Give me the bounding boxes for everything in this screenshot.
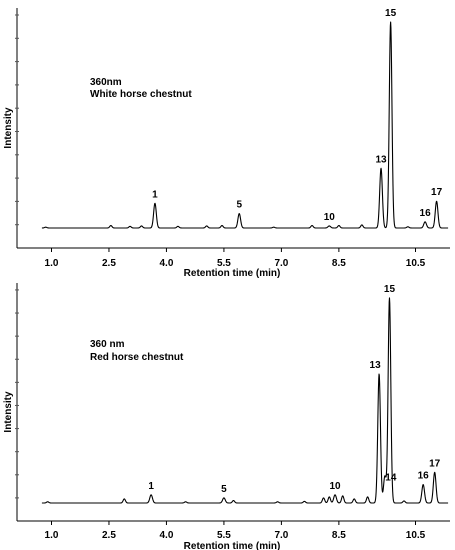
chromatogram-panel-red: 1.0 2.5 4.0 5.5 7.0 8.5 10.5 1 5 10 13 1… <box>3 283 450 550</box>
x-tick-label: 5.5 <box>217 258 231 269</box>
y-axis-label: Intensity <box>3 391 14 433</box>
peak-label: 10 <box>324 212 336 223</box>
wavelength-annotation: 360nm <box>90 77 122 88</box>
peak-label: 13 <box>370 360 382 371</box>
peak-label: 16 <box>420 208 432 219</box>
peak-label: 1 <box>152 189 158 200</box>
peak-label: 15 <box>384 284 396 295</box>
peak-label: 17 <box>429 458 441 469</box>
x-tick-marks <box>50 521 417 525</box>
x-tick-label: 2.5 <box>102 530 116 541</box>
peak-labels: 1 5 10 13 15 16 17 <box>152 8 442 223</box>
x-tick-label: 10.5 <box>406 530 426 541</box>
x-axis-label: Retention time (min) <box>184 268 281 279</box>
peak-label: 14 <box>385 472 397 483</box>
x-tick-label: 10.5 <box>406 258 426 269</box>
peak-label: 17 <box>431 187 443 198</box>
chromatogram-trace <box>41 297 449 504</box>
peak-label: 13 <box>375 154 387 165</box>
peak-label: 1 <box>148 481 154 492</box>
x-tick-label: 4.0 <box>159 530 173 541</box>
chromatogram-trace <box>41 21 449 229</box>
x-tick-labels: 1.0 2.5 4.0 5.5 7.0 8.5 10.5 <box>45 530 426 541</box>
x-tick-label: 1.0 <box>45 530 59 541</box>
x-tick-label: 8.5 <box>332 530 346 541</box>
x-tick-label: 5.5 <box>217 530 231 541</box>
x-tick-labels: 1.0 2.5 4.0 5.5 7.0 8.5 10.5 <box>45 258 426 269</box>
x-tick-marks <box>50 248 417 252</box>
peak-label: 16 <box>418 471 430 482</box>
y-tick-marks <box>15 14 19 226</box>
peak-labels: 1 5 10 13 14 15 16 17 <box>148 284 440 495</box>
x-tick-label: 4.0 <box>159 258 173 269</box>
chromatogram-panel-white: 1.0 2.5 4.0 5.5 7.0 8.5 10.5 1 5 10 13 1… <box>3 8 450 279</box>
x-tick-label: 8.5 <box>332 258 346 269</box>
x-tick-label: 7.0 <box>274 530 288 541</box>
sample-annotation: White horse chestnut <box>90 89 192 100</box>
x-axis-label: Retention time (min) <box>184 541 281 550</box>
sample-annotation: Red horse chestnut <box>90 352 184 363</box>
y-tick-marks <box>15 289 19 499</box>
wavelength-annotation: 360 nm <box>90 339 125 350</box>
peak-label: 5 <box>236 200 242 211</box>
x-tick-label: 2.5 <box>102 258 116 269</box>
y-axis-label: Intensity <box>3 107 14 149</box>
x-tick-label: 1.0 <box>45 258 59 269</box>
peak-label: 5 <box>221 484 227 495</box>
peak-label: 10 <box>329 481 341 492</box>
peak-label: 15 <box>385 8 397 19</box>
x-tick-label: 7.0 <box>274 258 288 269</box>
